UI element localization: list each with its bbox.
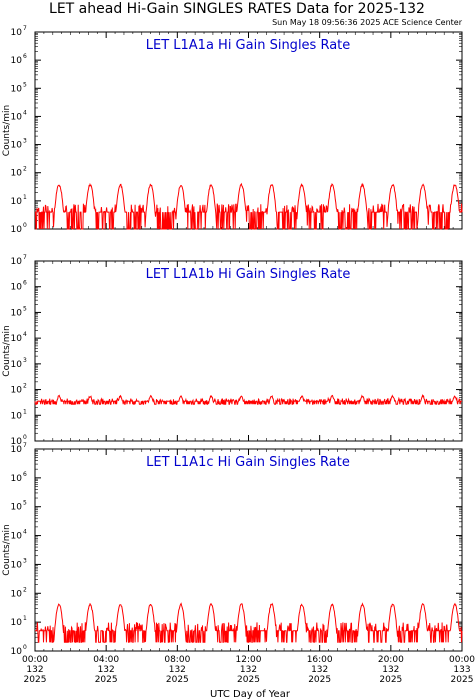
x-tick-label: 132	[240, 665, 257, 675]
y-tick-label: 10	[11, 197, 23, 207]
y-tick-exponent: 7	[23, 25, 27, 32]
y-tick-label: 10	[11, 474, 23, 484]
y-tick-label: 10	[11, 56, 23, 66]
plot-frame	[34, 31, 463, 230]
y-tick-exponent: 4	[23, 109, 27, 116]
plot-frame	[34, 260, 463, 442]
rate-trace	[35, 182, 463, 230]
x-tick-label: 132	[169, 665, 186, 675]
x-tick-label: 00:00	[22, 655, 48, 665]
x-tick-label: 132	[26, 665, 43, 675]
y-tick-label: 10	[11, 28, 23, 38]
y-tick-exponent: 1	[23, 615, 27, 622]
y-tick-label: 10	[11, 386, 23, 396]
y-tick-label: 10	[11, 334, 23, 344]
y-tick-exponent: 5	[23, 305, 27, 312]
y-tick-exponent: 1	[23, 408, 27, 415]
x-tick-label: 133	[453, 665, 470, 675]
y-tick-exponent: 0	[23, 222, 27, 229]
y-tick-label: 10	[11, 308, 23, 318]
y-tick-label: 10	[11, 503, 23, 513]
panel-title: LET L1A1a Hi Gain Singles Rate	[146, 38, 351, 53]
x-tick-label: 132	[98, 665, 115, 675]
y-tick-label: 10	[11, 437, 23, 447]
y-tick-exponent: 4	[23, 529, 27, 536]
y-tick-label: 10	[11, 141, 23, 151]
y-tick-exponent: 0	[23, 644, 27, 651]
plot-frame	[34, 448, 463, 652]
y-tick-exponent: 0	[23, 434, 27, 441]
y-tick-exponent: 7	[23, 442, 27, 449]
y-tick-label: 10	[11, 532, 23, 542]
x-tick-label: 2025	[237, 675, 260, 685]
x-tick-label: 132	[382, 665, 399, 675]
y-tick-label: 10	[11, 560, 23, 570]
y-tick-label: 10	[11, 360, 23, 370]
x-tick-label: 2025	[308, 675, 331, 685]
y-tick-label: 10	[11, 445, 23, 455]
y-tick-label: 10	[11, 84, 23, 94]
y-tick-exponent: 7	[23, 254, 27, 261]
x-tick-label: 2025	[24, 675, 47, 685]
x-tick-label: 2025	[166, 675, 189, 685]
y-tick-exponent: 6	[23, 280, 27, 287]
rate-trace	[34, 394, 462, 405]
y-tick-label: 10	[11, 169, 23, 179]
y-tick-label: 10	[11, 225, 23, 235]
y-tick-label: 10	[11, 618, 23, 628]
y-tick-exponent: 2	[23, 166, 27, 173]
y-tick-label: 10	[11, 283, 23, 293]
y-tick-exponent: 5	[23, 81, 27, 88]
x-tick-label: 2025	[451, 675, 474, 685]
x-tick-label: 00:00	[449, 655, 475, 665]
timestamp: Sun May 18 09:56:36 2025 ACE Science Cen…	[272, 18, 463, 27]
y-tick-exponent: 2	[23, 586, 27, 593]
y-tick-label: 10	[11, 112, 23, 122]
y-tick-label: 10	[11, 257, 23, 267]
y-axis-label: Counts/min	[2, 524, 12, 575]
y-tick-exponent: 3	[23, 357, 27, 364]
x-tick-label: 12:00	[236, 655, 262, 665]
y-tick-exponent: 6	[23, 53, 27, 60]
x-tick-label: 08:00	[164, 655, 190, 665]
y-tick-exponent: 5	[23, 500, 27, 507]
y-tick-exponent: 3	[23, 138, 27, 145]
figure-title: LET ahead Hi-Gain SINGLES RATES Data for…	[49, 1, 425, 17]
x-tick-label: 04:00	[93, 655, 119, 665]
x-tick-label: 20:00	[378, 655, 404, 665]
x-tick-label: 16:00	[307, 655, 333, 665]
panel-title: LET L1A1b Hi Gain Singles Rate	[146, 267, 351, 282]
y-tick-label: 10	[11, 411, 23, 421]
x-tick-label: 2025	[95, 675, 118, 685]
x-axis-label: UTC Day of Year	[210, 689, 291, 700]
y-axis-label: Counts/min	[2, 105, 12, 156]
x-tick-label: 2025	[379, 675, 402, 685]
rate-trace	[35, 602, 463, 643]
y-tick-exponent: 2	[23, 383, 27, 390]
y-tick-exponent: 3	[23, 557, 27, 564]
y-axis-label: Counts/min	[2, 325, 12, 376]
y-tick-label: 10	[11, 589, 23, 599]
panel-title: LET L1A1c Hi Gain Singles Rate	[146, 455, 350, 470]
y-tick-exponent: 1	[23, 194, 27, 201]
y-tick-label: 10	[11, 647, 23, 657]
y-tick-exponent: 4	[23, 331, 27, 338]
x-tick-label: 132	[311, 665, 328, 675]
y-tick-exponent: 6	[23, 471, 27, 478]
